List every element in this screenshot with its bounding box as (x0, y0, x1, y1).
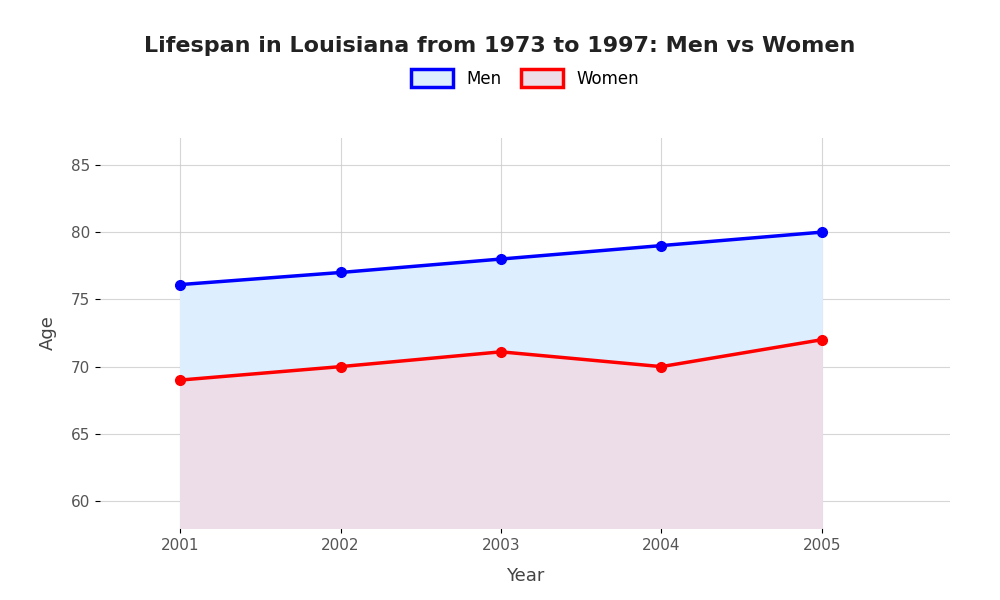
Legend: Men, Women: Men, Women (403, 61, 647, 96)
Line: Women: Women (175, 335, 827, 385)
Men (495, 256, 507, 263)
Women (495, 348, 507, 355)
Women (174, 376, 186, 383)
Women (335, 363, 347, 370)
Men (174, 281, 186, 288)
Y-axis label: Age: Age (39, 316, 57, 350)
Men (655, 242, 667, 249)
Men (816, 229, 828, 236)
Line: Men: Men (175, 227, 827, 289)
Men (335, 269, 347, 276)
Text: Lifespan in Louisiana from 1973 to 1997: Men vs Women: Lifespan in Louisiana from 1973 to 1997:… (144, 36, 856, 56)
Women (816, 336, 828, 343)
X-axis label: Year: Year (506, 566, 544, 584)
Women (655, 363, 667, 370)
